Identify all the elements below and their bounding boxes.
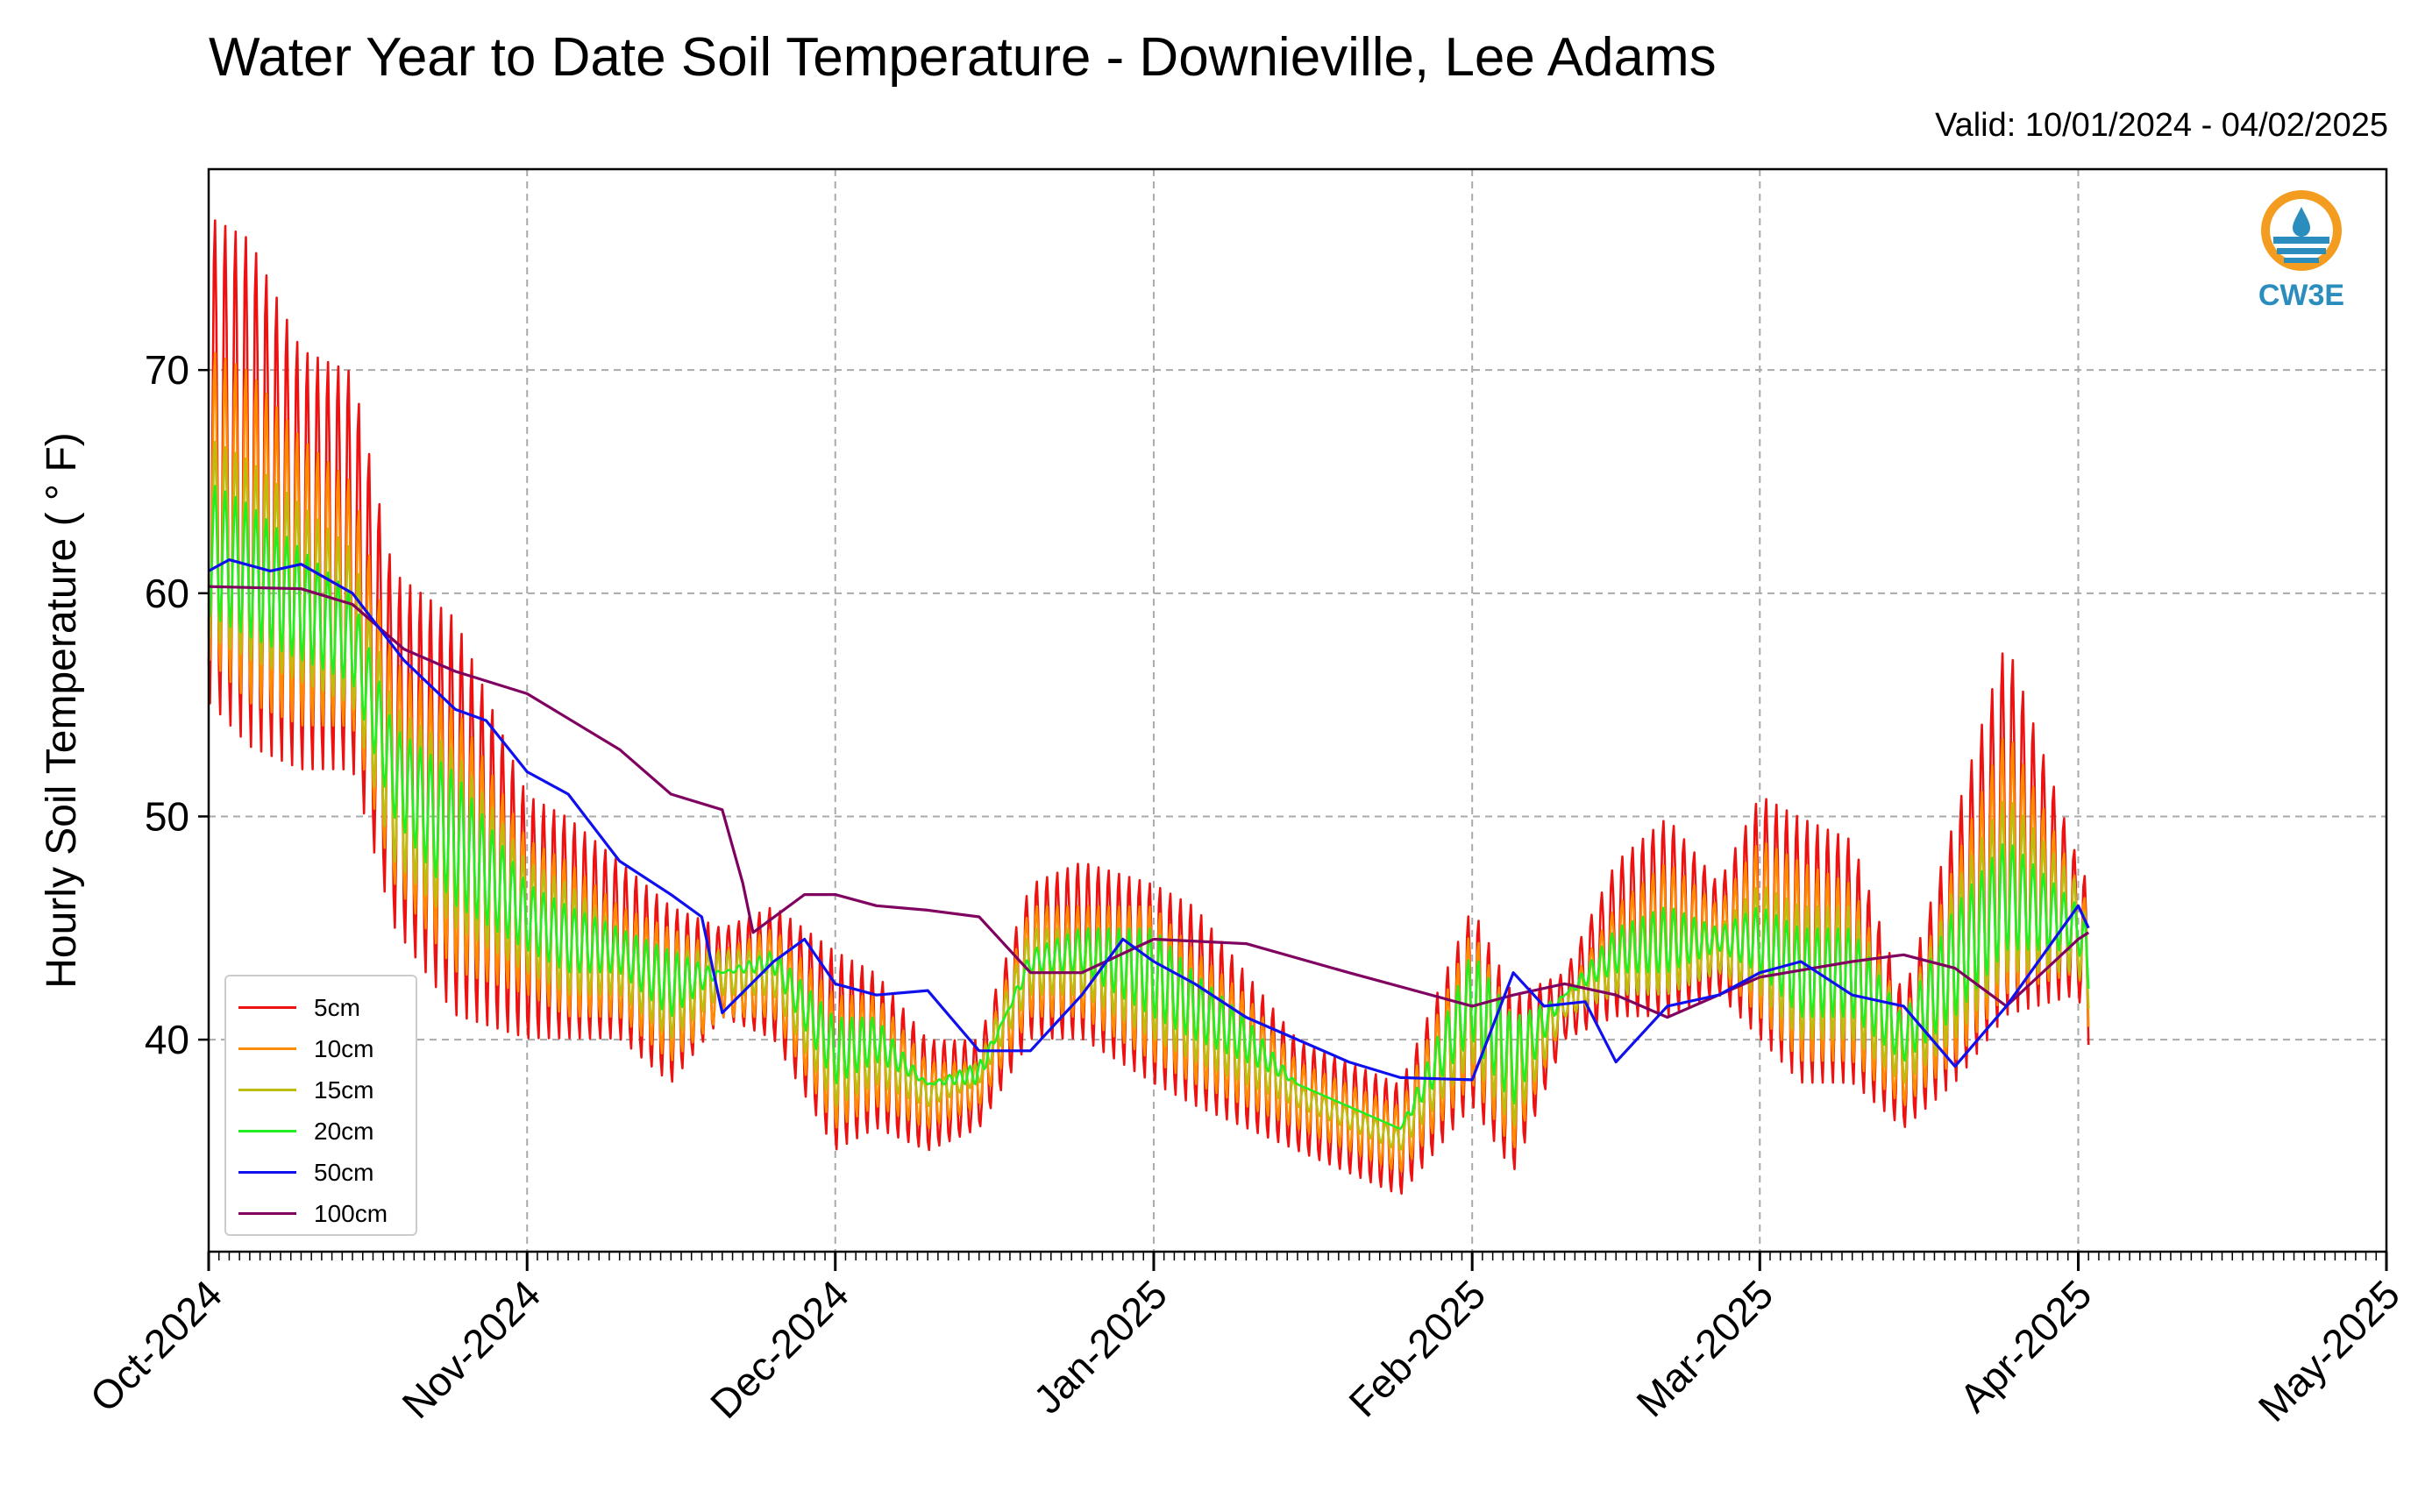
legend-label: 5cm (314, 993, 360, 1021)
y-tick-label: 40 (145, 1017, 189, 1062)
x-tick-label: Jan-2025 (1025, 1271, 1176, 1422)
legend-label: 50cm (314, 1158, 374, 1186)
cw3e-logo-icon (2261, 190, 2342, 271)
x-tick-label: Oct-2024 (82, 1271, 231, 1421)
legend-label: 100cm (314, 1199, 388, 1227)
series-line-20cm (207, 485, 2090, 1131)
legend-item-5cm: 5cm (238, 987, 403, 1028)
x-tick-label: Nov-2024 (393, 1271, 549, 1427)
axis-layer: 40 50 60 70 Oct-2024 Nov-2024 Dec-2024 Jan-2025… (82, 347, 2409, 1430)
legend-swatch (238, 1212, 296, 1215)
series-line-100cm (208, 585, 2090, 1019)
series-line-10cm (207, 351, 2090, 1173)
plot-frame (207, 167, 2388, 1253)
x-tick-label: Dec-2024 (701, 1271, 857, 1427)
cw3e-logo-text: CW3E (2258, 279, 2345, 312)
legend-item-20cm: 20cm (238, 1111, 403, 1152)
x-tick-label: May-2025 (2250, 1271, 2408, 1430)
legend-label: 10cm (314, 1034, 374, 1062)
chart-title: Water Year to Date Soil Temperature - Do… (209, 27, 1717, 88)
legend-swatch (238, 1171, 296, 1174)
legend-item-15cm: 15cm (238, 1069, 403, 1111)
x-tick-label: Mar-2025 (1627, 1271, 1781, 1425)
legend-swatch (238, 1130, 296, 1132)
series-line-5cm (207, 219, 2090, 1195)
x-tick-label: Feb-2025 (1340, 1271, 1494, 1425)
legend-label: 20cm (314, 1117, 374, 1145)
series-layer (207, 219, 2090, 1195)
cw3e-logo: CW3E (2249, 182, 2354, 323)
legend-label: 15cm (314, 1075, 374, 1104)
chart-legend: 5cm 10cm 15cm 20cm 50cm 100cm (224, 975, 417, 1236)
legend-swatch (238, 1089, 296, 1091)
y-axis-label: Hourly Soil Temperature ( ° F) (39, 432, 85, 989)
legend-item-50cm: 50cm (238, 1152, 403, 1193)
y-tick-label: 70 (145, 347, 189, 393)
x-tick-label: Apr-2025 (1951, 1271, 2101, 1421)
y-tick-label: 60 (145, 571, 189, 616)
legend-item-100cm: 100cm (238, 1193, 403, 1234)
series-line-50cm (208, 557, 2090, 1082)
legend-swatch (238, 1047, 296, 1050)
grid-layer (209, 169, 2386, 1252)
y-tick-label: 50 (145, 793, 189, 839)
legend-item-10cm: 10cm (238, 1028, 403, 1069)
chart-subtitle: Valid: 10/01/2024 - 04/02/2025 (1935, 107, 2388, 144)
legend-swatch (238, 1006, 296, 1009)
